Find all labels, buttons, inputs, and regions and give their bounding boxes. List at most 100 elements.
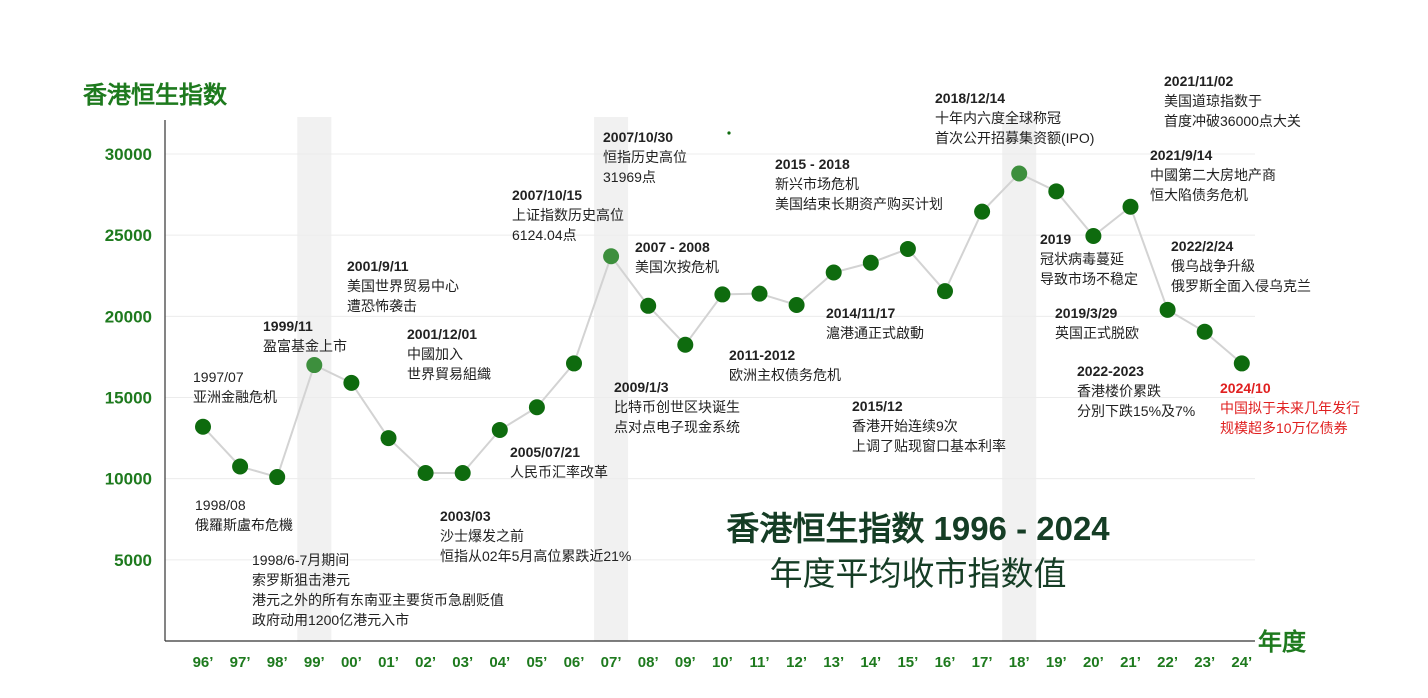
x-tick-label: 24’ [1231, 654, 1252, 671]
annotation-date: 1998/6-7月期间 [252, 552, 349, 568]
shaded-year-bands [297, 117, 1037, 641]
data-point [454, 464, 471, 481]
annotation-text: 冠状病毒蔓延 [1040, 251, 1124, 267]
data-point [232, 458, 249, 475]
chart-subtitle: 年度平均收市指数值 [770, 555, 1067, 592]
annotation: 2005/07/21 人民币汇率改革 [510, 444, 608, 480]
annotations: 1997/07 亚洲金融危机 1998/08 俄羅斯盧布危機 1998/6-7月期间索罗… [193, 73, 1360, 628]
y-tick-label: 15000 [105, 389, 152, 408]
data-point [714, 286, 731, 303]
x-tick-label: 97’ [230, 654, 251, 671]
annotation-text: 沙士爆发之前 [440, 528, 524, 544]
annotation-text: 英国正式脱欧 [1055, 325, 1139, 341]
annotation-text: 人民币汇率改革 [510, 464, 608, 480]
data-point [417, 464, 434, 481]
annotation-text: 中國加入 [407, 346, 463, 362]
annotation: 2019/3/29 英国正式脱欧 [1055, 305, 1139, 341]
x-tick-label: 09’ [675, 654, 696, 671]
annotation-text: 政府动用1200亿港元入市 [252, 612, 409, 628]
data-point [974, 203, 991, 220]
annotation: 2011-2012 欧洲主权债务危机 [729, 347, 841, 383]
annotation-text: 新兴市场危机 [775, 176, 859, 192]
annotation-date: 2018/12/14 [935, 90, 1005, 106]
annotation-text: 上证指数历史高位 [512, 207, 624, 223]
annotation-date: 1997/07 [193, 369, 244, 385]
data-point [1159, 301, 1176, 318]
data-points [195, 131, 1250, 486]
x-tick-label: 12’ [786, 654, 807, 671]
y-tick-label: 25000 [105, 226, 152, 245]
data-point [640, 297, 657, 314]
annotation-text: 美国世界贸易中心 [347, 278, 459, 294]
annotation-text: 遭恐怖袭击 [347, 298, 417, 314]
annotation-text: 俄罗斯全面入侵乌克兰 [1171, 278, 1311, 294]
annotation-date: 2011-2012 [729, 347, 795, 363]
x-tick-label: 17’ [972, 654, 993, 671]
annotation-text: 恒大陷债务危机 [1150, 187, 1248, 203]
x-tick-label: 11’ [749, 654, 769, 671]
annotation-text: 分別下跌15%及7% [1077, 403, 1195, 419]
annotation-date: 1998/08 [195, 497, 246, 513]
x-tick-label: 10’ [712, 654, 733, 671]
data-point [491, 421, 508, 438]
data-point [788, 296, 805, 313]
annotation-date: 2019/3/29 [1055, 305, 1117, 321]
annotation-text: 美国结束长期资产购买计划 [775, 196, 943, 212]
x-tick-label: 96’ [193, 654, 214, 671]
annotation-text: 港元之外的所有东南亚主要货币急剧贬值 [252, 592, 504, 608]
annotation-text: 恒指历史高位 [603, 149, 687, 165]
annotation: 1998/6-7月期间索罗斯狙击港元港元之外的所有东南亚主要货币急剧贬值政府动用… [252, 552, 504, 628]
annotation-text: 香港开始连续9次 [852, 418, 958, 434]
data-point [343, 374, 360, 391]
annotation-date: 2015/12 [852, 398, 903, 414]
x-tick-labels: 96’ 97’ 98’ 99’ 00’ 01’ 02’ 03’ 04’ 05’ 06’ 07’ 08’ 0… [193, 654, 1253, 671]
annotation-text: 6124.04点 [512, 227, 577, 243]
annotation: 2007 - 2008 美国次按危机 [635, 239, 719, 275]
x-tick-label: 01’ [378, 654, 399, 671]
annotation-date: 2015 - 2018 [775, 156, 850, 172]
x-tick-label: 21’ [1120, 654, 1141, 671]
data-point [380, 430, 397, 447]
annotation-date: 2007/10/15 [512, 187, 582, 203]
annotation-text: 美国道琼指数于 [1164, 93, 1262, 109]
band-07 [594, 117, 629, 641]
annotation: 1997/07 亚洲金融危机 [193, 369, 277, 405]
annotation-text: 恒指从02年5月高位累跌近21% [440, 548, 631, 564]
annotation-date: 2021/11/02 [1164, 73, 1234, 89]
y-tick-label: 5000 [114, 551, 152, 570]
data-point [566, 355, 582, 372]
annotation-text: 31969点 [603, 169, 656, 185]
annotation-text: 俄乌战争升級 [1171, 258, 1255, 274]
x-tick-label: 00’ [341, 654, 362, 671]
data-point [677, 336, 694, 353]
y-tick-labels: 5000 10000 15000 20000 25000 30000 [105, 145, 152, 570]
x-tick-label: 22’ [1157, 654, 1178, 671]
data-point [603, 248, 620, 265]
data-point [195, 418, 211, 435]
annotation: 2007/10/30 恒指历史高位 31969点 [603, 129, 687, 185]
data-point [862, 254, 879, 271]
annotation-text: 中國第二大房地产商 [1150, 167, 1276, 183]
band-99 [297, 117, 332, 641]
annotation-date: 2024/10 [1220, 380, 1271, 396]
x-tick-label: 23’ [1194, 654, 1215, 671]
annotation-date: 2007/10/30 [603, 129, 673, 145]
x-tick-label: 05’ [526, 654, 547, 671]
x-tick-label: 19’ [1046, 654, 1067, 671]
annotation: 1999/11 盈富基金上市 [263, 318, 347, 354]
x-tick-label: 99’ [304, 654, 325, 671]
data-point [306, 357, 323, 374]
x-tick-label: 03’ [452, 654, 473, 671]
annotation: 2014/11/17 滬港通正式啟動 [826, 305, 924, 341]
data-point [1011, 165, 1028, 182]
y-tick-label: 20000 [105, 307, 152, 326]
annotation-text: 首次公开招募集资额(IPO) [935, 130, 1094, 146]
marker-dot [727, 131, 731, 135]
x-tick-label: 08’ [638, 654, 659, 671]
x-tick-label: 13’ [823, 654, 844, 671]
